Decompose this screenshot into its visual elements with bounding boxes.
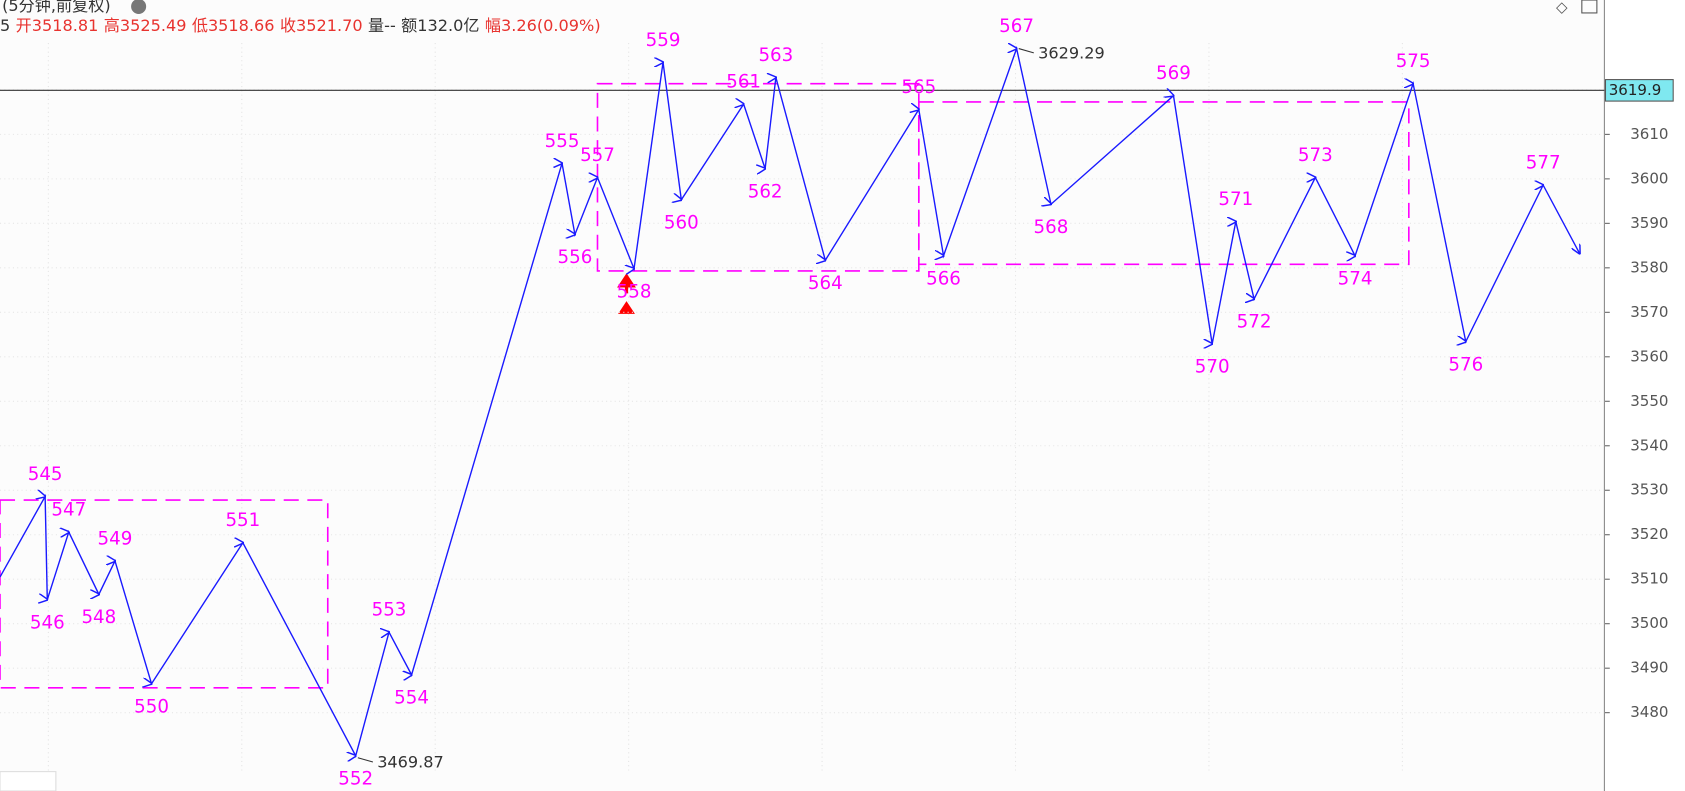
y-tick-label: 3590 (1630, 214, 1668, 232)
y-tick-label: 3520 (1630, 525, 1668, 543)
annotation-leader (357, 757, 374, 763)
y-tick-label: 3600 (1630, 169, 1668, 187)
annotation-leader (1018, 48, 1034, 54)
pivot-label: 553 (372, 600, 407, 621)
annotation-label: 3629.29 (1038, 43, 1105, 62)
corner-box (0, 771, 57, 791)
annotation-label: 3469.87 (377, 753, 444, 772)
pivot-label: 574 (1338, 268, 1373, 289)
pivot-label: 561 (726, 72, 761, 93)
pivot-label: 552 (338, 768, 373, 789)
pivot-label: 545 (28, 464, 63, 485)
pivot-label: 563 (758, 45, 793, 66)
pivot-label: 572 (1237, 312, 1272, 333)
settings-icon[interactable] (131, 0, 147, 15)
axis-area (1604, 0, 1685, 791)
pivot-label: 569 (1156, 63, 1191, 84)
stat: 高3525.49 (104, 15, 187, 34)
zigzag-line (0, 49, 1580, 756)
y-tick-label: 3540 (1630, 436, 1668, 454)
pivot-label: 550 (134, 696, 169, 717)
pivot-label: 546 (30, 612, 65, 633)
draw-icon[interactable]: ◇ (1556, 0, 1568, 16)
stat: 收3521.70 (280, 15, 363, 34)
pivot-label: 556 (557, 247, 592, 268)
stat: 开3518.81 (16, 15, 99, 34)
chart-title: (5分钟,前复权) (2, 0, 110, 15)
y-tick-label: 3580 (1630, 258, 1668, 276)
pivot-label: 554 (394, 687, 429, 708)
pivot-label: 566 (926, 268, 961, 289)
pivot-label: 565 (901, 77, 936, 98)
pivot-label: 547 (51, 500, 86, 521)
current-price-label: 3619.9 (1609, 81, 1662, 99)
stat: 5 (0, 15, 10, 34)
y-tick-label: 3570 (1630, 303, 1668, 321)
pivot-label: 575 (1396, 51, 1431, 72)
y-tick-label: 3560 (1630, 347, 1668, 365)
y-tick-label: 3500 (1630, 614, 1668, 632)
pivot-label: 551 (225, 510, 260, 531)
pivot-label: 564 (808, 273, 843, 294)
pivot-label: 571 (1218, 189, 1253, 210)
pivot-label: 559 (646, 30, 681, 51)
pivot-label: 576 (1448, 354, 1483, 375)
header-stats: 5 开3518.81 高3525.49 低3518.66 收3521.70 量-- 额132… (0, 15, 601, 34)
stat: 幅3.26(0.09%) (485, 15, 601, 34)
y-tick-label: 3530 (1630, 481, 1668, 499)
stat: 额132.0亿 (401, 15, 479, 34)
pivot-label: 555 (545, 131, 580, 152)
pivot-label: 570 (1195, 357, 1230, 378)
stat: 量-- (368, 15, 396, 34)
pivot-label: 549 (98, 528, 133, 549)
y-tick-label: 3610 (1630, 125, 1668, 143)
pivot-label: 568 (1034, 217, 1069, 238)
y-tick-label: 3510 (1630, 570, 1668, 588)
pivot-label: 577 (1526, 153, 1561, 174)
pivot-label: 573 (1298, 145, 1333, 166)
y-tick-label: 3480 (1630, 703, 1668, 721)
pivot-label: 567 (999, 16, 1034, 37)
pivot-label: 548 (81, 607, 116, 628)
pivot-label: 560 (664, 212, 699, 233)
header-stats-line: 5 开3518.81 高3525.49 低3518.66 收3521.70 量-- 额132… (0, 15, 601, 34)
current-price-box (1604, 79, 1674, 102)
y-tick-label: 3550 (1630, 392, 1668, 410)
plot-area (0, 0, 1604, 791)
stat: 低3518.66 (192, 15, 275, 34)
panel-icon[interactable] (1581, 0, 1598, 14)
pivot-label: 557 (580, 145, 615, 166)
pivot-label: 558 (617, 281, 652, 302)
y-tick-label: 3490 (1630, 659, 1668, 677)
pivot-label: 562 (748, 181, 783, 202)
